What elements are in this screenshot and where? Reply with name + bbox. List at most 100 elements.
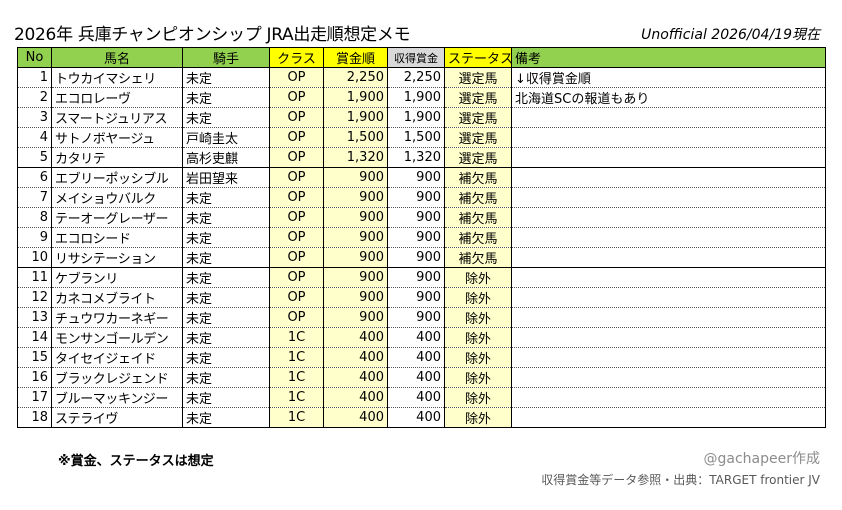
cell-no: 12	[17, 287, 52, 308]
table-row: 1 トウカイマシェリ 未定 OP 2,250 2,250 選定馬 ↓収得賞金順	[17, 67, 826, 88]
cell-class: OP	[269, 147, 324, 168]
cell-note	[511, 207, 826, 228]
cell-note	[511, 287, 826, 308]
table-row: 2 エコロレーヴ 未定 OP 1,900 1,900 選定馬 北海道SCの報道もあり	[17, 87, 826, 108]
cell-earnings: 900	[387, 207, 445, 228]
cell-earnings: 900	[387, 247, 445, 268]
cell-earnings: 400	[387, 367, 445, 388]
cell-jockey: 未定	[182, 227, 270, 248]
table-row: 16 ブラックレジェンド 未定 1C 400 400 除外	[17, 367, 826, 388]
cell-earnings: 400	[387, 327, 445, 348]
cell-prize-rank: 900	[323, 307, 388, 328]
cell-class: OP	[269, 67, 324, 88]
cell-note	[511, 127, 826, 148]
cell-no: 13	[17, 307, 52, 328]
cell-jockey: 未定	[182, 387, 270, 408]
cell-horse-name: モンサンゴールデン	[51, 327, 183, 348]
cell-status: 選定馬	[444, 147, 512, 168]
cell-status: 除外	[444, 367, 512, 388]
cell-prize-rank: 900	[323, 287, 388, 308]
cell-class: OP	[269, 247, 324, 268]
cell-no: 4	[17, 127, 52, 148]
table-row: 4 サトノボヤージュ 戸崎圭太 OP 1,500 1,500 選定馬	[17, 127, 826, 148]
cell-status: 除外	[444, 407, 512, 428]
cell-earnings: 900	[387, 227, 445, 248]
cell-jockey: 未定	[182, 107, 270, 128]
cell-jockey: 高杉吏麒	[182, 147, 270, 168]
col-header-horse-name: 馬名	[51, 47, 183, 68]
cell-earnings: 400	[387, 387, 445, 408]
cell-status: 選定馬	[444, 67, 512, 88]
cell-no: 7	[17, 187, 52, 208]
cell-status: 補欠馬	[444, 167, 512, 188]
cell-jockey: 未定	[182, 287, 270, 308]
footnote: ※賞金、ステータスは想定	[58, 454, 214, 469]
cell-prize-rank: 900	[323, 267, 388, 288]
cell-status: 選定馬	[444, 127, 512, 148]
cell-no: 17	[17, 387, 52, 408]
cell-prize-rank: 900	[323, 227, 388, 248]
cell-class: OP	[269, 287, 324, 308]
cell-note	[511, 187, 826, 208]
cell-no: 2	[17, 87, 52, 108]
cell-jockey: 未定	[182, 367, 270, 388]
cell-prize-rank: 900	[323, 167, 388, 188]
cell-earnings: 1,320	[387, 147, 445, 168]
cell-jockey: 未定	[182, 87, 270, 108]
cell-note	[511, 227, 826, 248]
cell-jockey: 未定	[182, 307, 270, 328]
cell-no: 1	[17, 67, 52, 88]
cell-class: OP	[269, 167, 324, 188]
cell-class: 1C	[269, 327, 324, 348]
cell-status: 選定馬	[444, 87, 512, 108]
cell-status: 除外	[444, 287, 512, 308]
cell-horse-name: ケブランリ	[51, 267, 183, 288]
cell-no: 16	[17, 367, 52, 388]
cell-no: 6	[17, 167, 52, 188]
table-row: 13 チュウワカーネギー 未定 OP 900 900 除外	[17, 307, 826, 328]
cell-no: 3	[17, 107, 52, 128]
cell-horse-name: リサシテーション	[51, 247, 183, 268]
cell-horse-name: カタリテ	[51, 147, 183, 168]
cell-prize-rank: 1,900	[323, 87, 388, 108]
cell-status: 補欠馬	[444, 247, 512, 268]
cell-jockey: 未定	[182, 267, 270, 288]
cell-note	[511, 147, 826, 168]
cell-class: 1C	[269, 387, 324, 408]
cell-jockey: 未定	[182, 207, 270, 228]
cell-horse-name: テーオーグレーザー	[51, 207, 183, 228]
cell-prize-rank: 900	[323, 247, 388, 268]
cell-prize-rank: 1,900	[323, 107, 388, 128]
cell-prize-rank: 400	[323, 347, 388, 368]
cell-prize-rank: 400	[323, 367, 388, 388]
cell-prize-rank: 900	[323, 187, 388, 208]
cell-prize-rank: 900	[323, 207, 388, 228]
cell-horse-name: エコロシード	[51, 227, 183, 248]
cell-earnings: 1,900	[387, 87, 445, 108]
cell-jockey: 未定	[182, 407, 270, 428]
cell-jockey: 岩田望来	[182, 167, 270, 188]
cell-class: 1C	[269, 347, 324, 368]
table-row: 10 リサシテーション 未定 OP 900 900 補欠馬	[17, 247, 826, 268]
cell-horse-name: エコロレーヴ	[51, 87, 183, 108]
col-header-no: No	[17, 47, 52, 68]
cell-class: OP	[269, 127, 324, 148]
cell-class: OP	[269, 87, 324, 108]
cell-horse-name: メイショウバルク	[51, 187, 183, 208]
cell-horse-name: ステライヴ	[51, 407, 183, 428]
cell-horse-name: カネコメブライト	[51, 287, 183, 308]
source-text: 収得賞金等データ参照・出典：TARGET frontier JV	[541, 473, 820, 487]
cell-earnings: 900	[387, 167, 445, 188]
cell-jockey: 戸崎圭太	[182, 127, 270, 148]
cell-jockey: 未定	[182, 327, 270, 348]
header-row: No 馬名 騎手 クラス 賞金順 収得賞金 ステータス 備考	[17, 47, 826, 68]
col-header-class: クラス	[269, 47, 324, 68]
cell-horse-name: ブラックレジェンド	[51, 367, 183, 388]
cell-no: 8	[17, 207, 52, 228]
cell-horse-name: チュウワカーネギー	[51, 307, 183, 328]
col-header-prize-rank: 賞金順	[323, 47, 388, 68]
cell-jockey: 未定	[182, 187, 270, 208]
cell-class: 1C	[269, 367, 324, 388]
credit-text: @gachapeer作成	[703, 451, 820, 467]
cell-earnings: 900	[387, 307, 445, 328]
